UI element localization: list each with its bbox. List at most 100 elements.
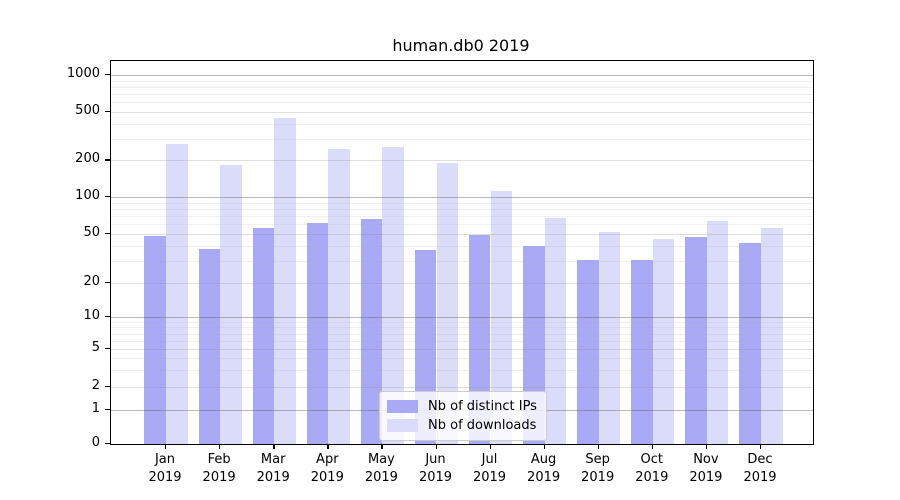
plot-area xyxy=(110,60,814,445)
bar-nb-of-distinct-ips-jan-2019 xyxy=(144,236,166,444)
x-tick-label-feb-2019: Feb 2019 xyxy=(202,452,236,485)
gridline-minor xyxy=(111,261,813,263)
y-tick-label-1: 1 xyxy=(91,401,100,416)
bar-nb-of-distinct-ips-may-2019 xyxy=(360,219,383,444)
bar-nb-of-downloads-apr-2019 xyxy=(328,148,350,444)
gridline-1000 xyxy=(111,75,813,76)
x-tick-mark xyxy=(705,444,708,449)
y-tick-mark xyxy=(105,443,110,445)
bar-nb-of-downloads-nov-2019 xyxy=(706,220,729,444)
y-tick-mark xyxy=(105,233,110,235)
bar-nb-of-downloads-dec-2019 xyxy=(761,228,783,444)
bar-nb-of-distinct-ips-nov-2019 xyxy=(685,237,707,444)
gridline-minor xyxy=(111,202,813,204)
chart-title: human.db0 2019 xyxy=(392,36,530,55)
x-tick-mark xyxy=(543,444,545,449)
x-tick-label-may-2019: May 2019 xyxy=(364,452,398,485)
x-tick-label-aug-2019: Aug 2019 xyxy=(527,452,561,485)
x-tick-label-jan-2019: Jan 2019 xyxy=(148,452,182,485)
x-tick-label-jul-2019: Jul 2019 xyxy=(472,452,507,485)
gridline-minor xyxy=(111,333,813,335)
bar-nb-of-downloads-oct-2019 xyxy=(652,238,675,444)
y-tick-label-1000: 1000 xyxy=(66,66,100,81)
y-tick-label-20: 20 xyxy=(83,274,100,289)
gridline-minor xyxy=(111,224,813,226)
y-tick-mark xyxy=(105,74,110,76)
legend-item-nb-of-distinct-ips: Nb of distinct IPs xyxy=(387,397,537,416)
x-tick-mark xyxy=(760,444,762,449)
x-tick-mark xyxy=(219,444,221,449)
gridline-minor xyxy=(111,138,813,140)
x-tick-label-mar-2019: Mar 2019 xyxy=(256,452,290,485)
y-tick-label-10: 10 xyxy=(83,308,100,323)
y-tick-mark xyxy=(105,316,110,318)
bar-nb-of-downloads-sep-2019 xyxy=(598,231,621,444)
bar-nb-of-downloads-mar-2019 xyxy=(274,117,296,444)
gridline-20 xyxy=(111,283,813,284)
legend-label: Nb of downloads xyxy=(428,418,537,433)
bar-nb-of-downloads-feb-2019 xyxy=(220,165,242,444)
gridline-100 xyxy=(111,197,813,198)
x-tick-label-dec-2019: Dec 2019 xyxy=(743,452,777,485)
gridline-minor xyxy=(111,370,813,372)
gridline-200 xyxy=(111,160,813,162)
bar-nb-of-distinct-ips-apr-2019 xyxy=(306,223,329,444)
x-tick-mark xyxy=(273,444,275,449)
gridline-minor xyxy=(111,340,813,342)
bar-nb-of-distinct-ips-dec-2019 xyxy=(739,243,761,444)
x-tick-label-sep-2019: Sep 2019 xyxy=(581,452,615,485)
bar-nb-of-downloads-aug-2019 xyxy=(544,218,567,444)
bar-nb-of-downloads-jun-2019 xyxy=(436,163,459,444)
gridline-minor xyxy=(111,86,813,88)
x-tick-label-jun-2019: Jun 2019 xyxy=(418,452,453,485)
x-tick-mark xyxy=(435,444,437,449)
gridline-2 xyxy=(111,387,813,388)
x-tick-label-apr-2019: Apr 2019 xyxy=(310,452,344,485)
x-tick-label-oct-2019: Oct 2019 xyxy=(635,452,669,485)
y-tick-mark xyxy=(105,282,110,284)
y-tick-label-5: 5 xyxy=(91,340,100,355)
gridline-500 xyxy=(111,111,813,113)
gridline-minor xyxy=(111,80,813,82)
y-tick-mark xyxy=(105,196,110,198)
bar-nb-of-downloads-jul-2019 xyxy=(490,190,513,444)
gridline-minor xyxy=(111,358,813,360)
y-tick-label-200: 200 xyxy=(75,151,100,167)
y-tick-mark xyxy=(105,110,110,113)
gridline-10 xyxy=(111,317,813,318)
bar-nb-of-distinct-ips-feb-2019 xyxy=(198,248,221,444)
gridline-minor xyxy=(111,216,813,217)
legend-swatch xyxy=(387,419,418,432)
bar-nb-of-distinct-ips-mar-2019 xyxy=(252,228,275,444)
gridline-minor xyxy=(111,321,813,323)
y-tick-label-0: 0 xyxy=(91,435,100,450)
y-tick-label-500: 500 xyxy=(75,102,100,118)
gridline-minor xyxy=(111,123,813,125)
y-tick-label-100: 100 xyxy=(75,188,100,203)
legend-swatch xyxy=(387,400,418,413)
gridline-minor xyxy=(111,245,813,247)
bar-nb-of-downloads-may-2019 xyxy=(382,147,404,444)
gridline-5 xyxy=(111,349,813,350)
bar-nb-of-distinct-ips-sep-2019 xyxy=(577,259,599,444)
y-tick-label-2: 2 xyxy=(91,378,100,393)
x-tick-mark xyxy=(597,444,600,449)
x-tick-mark xyxy=(381,444,383,449)
x-tick-mark xyxy=(489,444,491,449)
gridline-50 xyxy=(111,234,813,235)
gridline-minor xyxy=(111,327,813,329)
y-tick-mark xyxy=(105,386,110,388)
y-tick-mark xyxy=(105,159,110,161)
y-tick-mark xyxy=(105,348,110,350)
bar-nb-of-downloads-jan-2019 xyxy=(166,144,188,444)
y-tick-label-50: 50 xyxy=(83,225,100,240)
x-tick-label-nov-2019: Nov 2019 xyxy=(689,452,723,485)
legend-item-nb-of-downloads: Nb of downloads xyxy=(387,416,537,435)
bar-nb-of-distinct-ips-oct-2019 xyxy=(631,259,653,444)
x-tick-mark xyxy=(651,444,654,449)
legend: Nb of distinct IPs Nb of downloads xyxy=(379,391,547,441)
y-tick-mark xyxy=(105,409,110,411)
gridline-minor xyxy=(111,93,813,95)
gridline-minor xyxy=(111,102,813,103)
